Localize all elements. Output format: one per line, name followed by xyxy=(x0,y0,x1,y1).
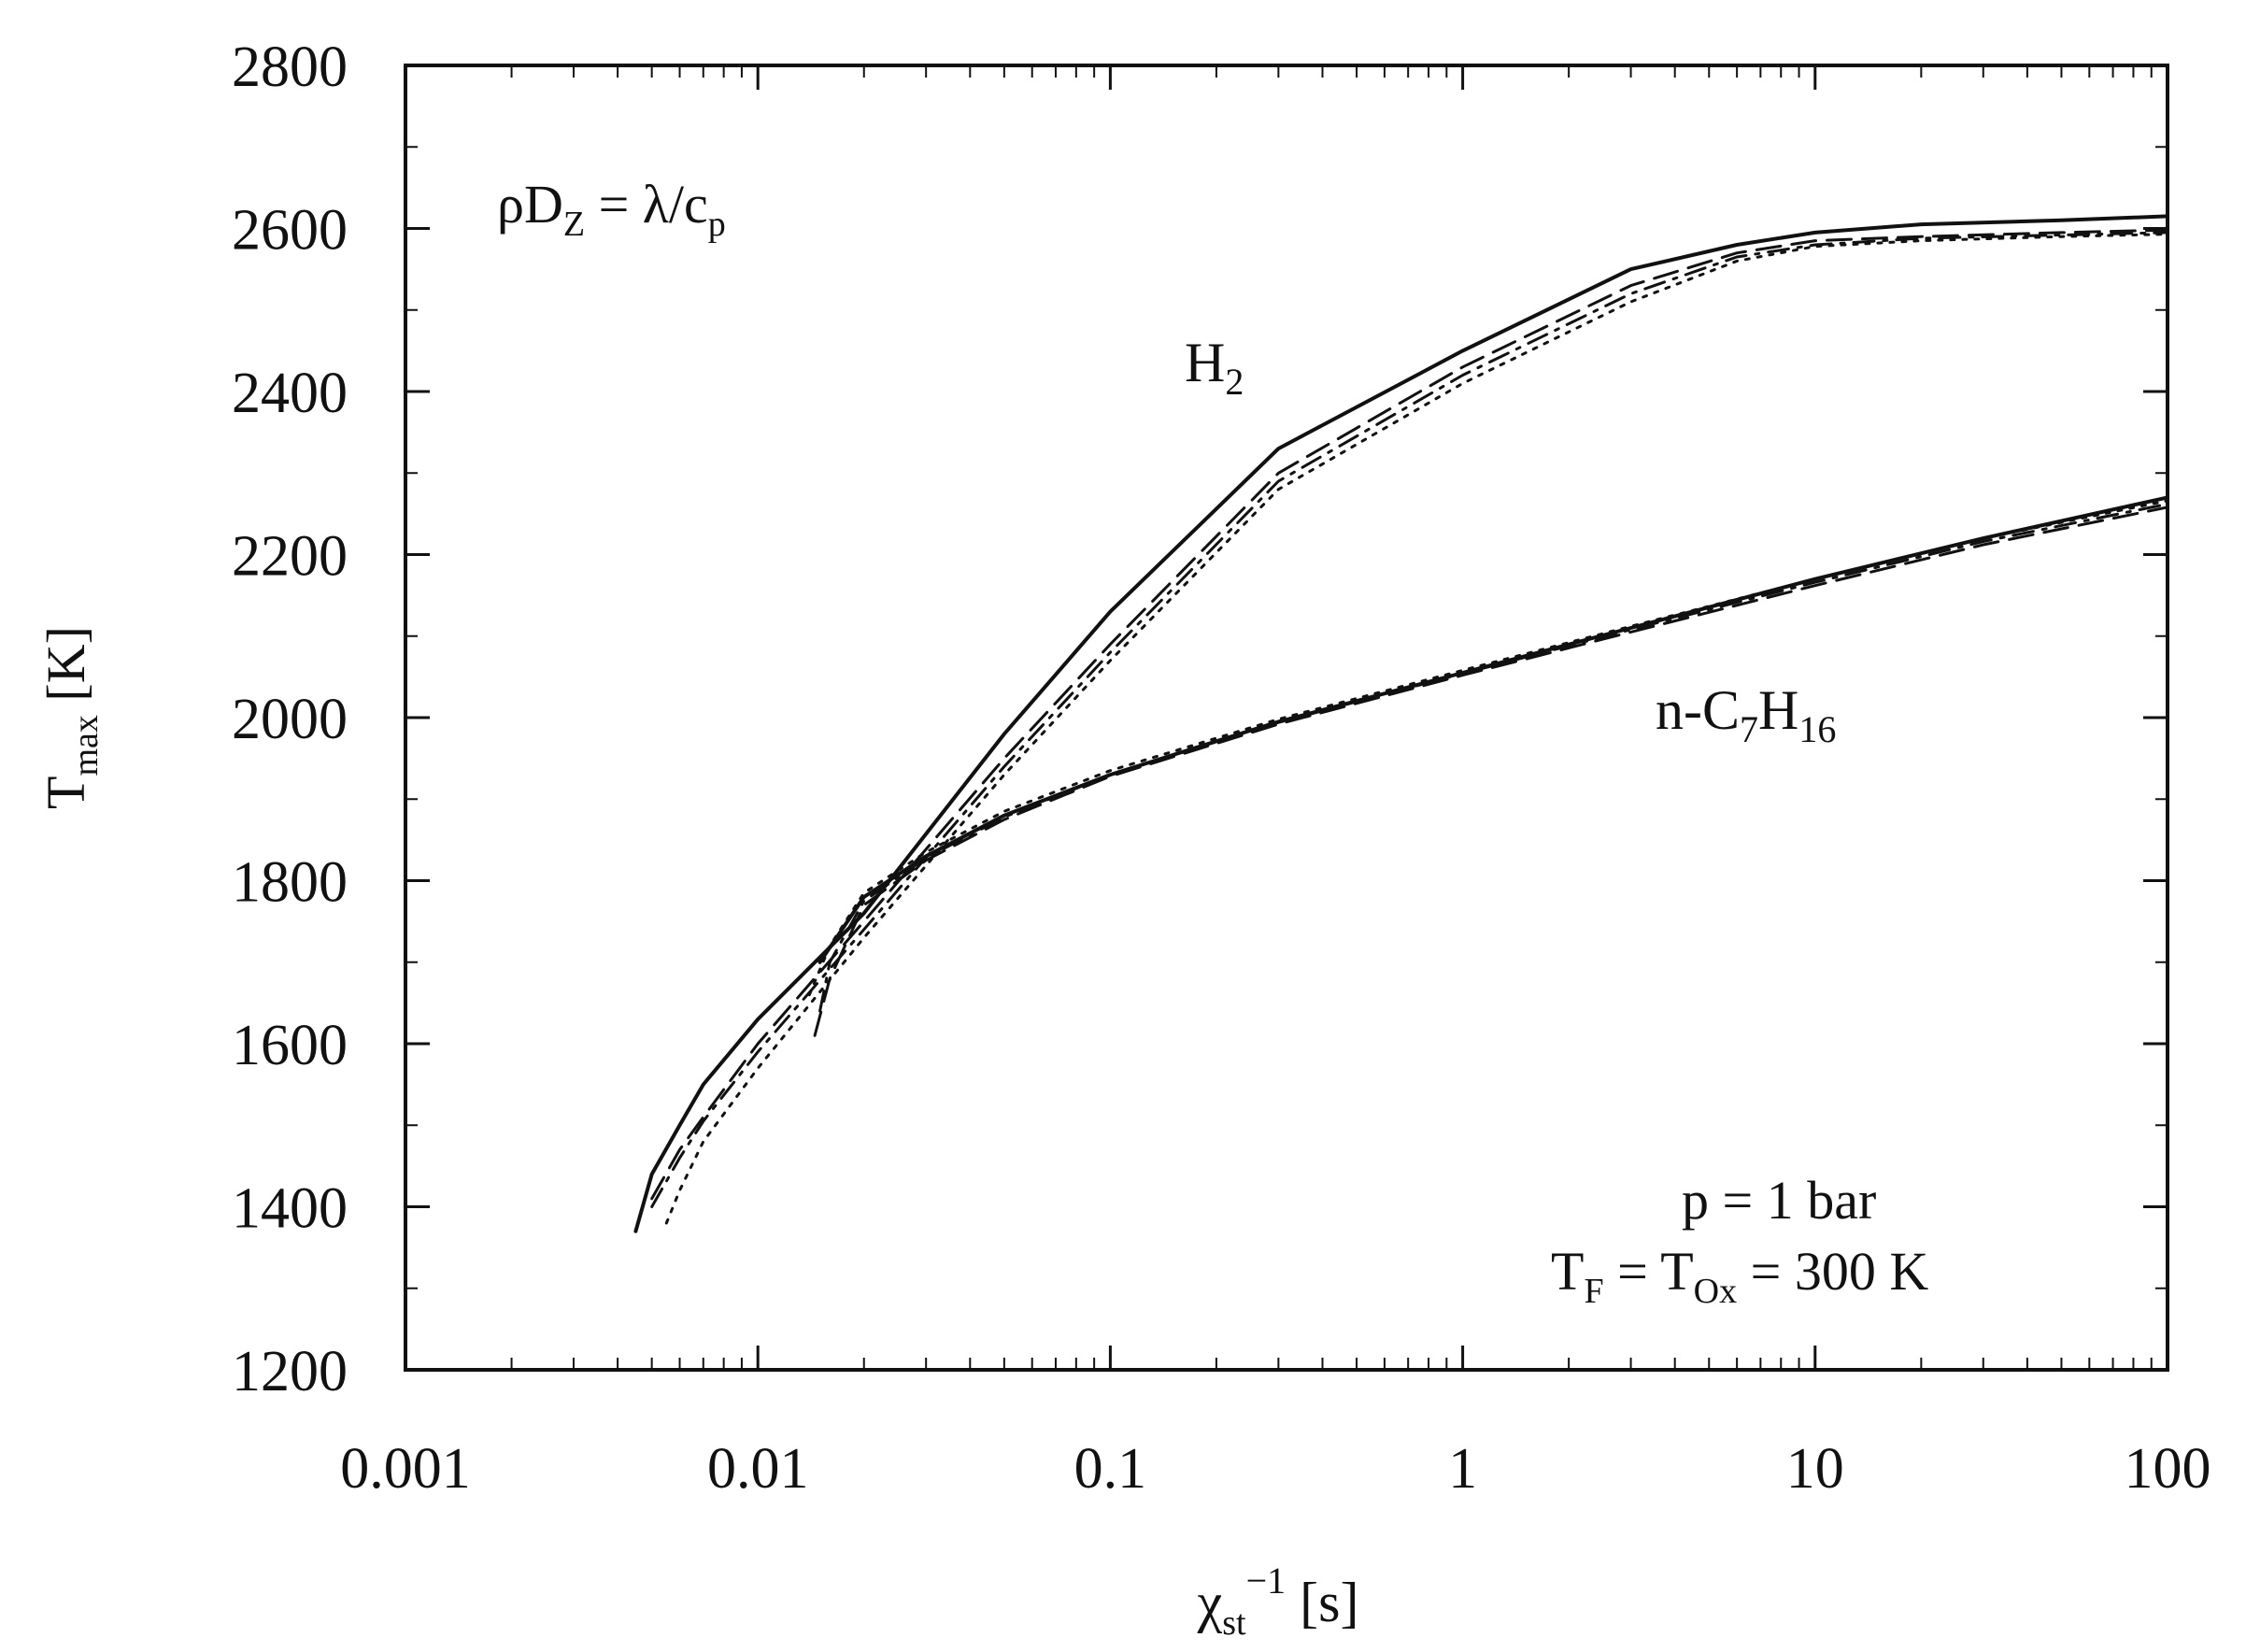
temperature-c: = 300 K xyxy=(1737,1241,1928,1302)
axis-ticks xyxy=(404,64,2169,1372)
tick-labels: 0.001 0.01 0.1 1 10 1001200140016001800200022… xyxy=(232,36,2211,1501)
series-line-heptane-dashed xyxy=(813,506,2169,1037)
x-tick-label: 100 xyxy=(2125,1437,2211,1501)
x-axis-label-sup: −1 xyxy=(1246,1559,1286,1602)
x-tick-label: 0.001 xyxy=(340,1437,471,1501)
y-axis-label-sub: max xyxy=(66,715,106,776)
y-tick-label: 1800 xyxy=(232,851,348,915)
heptane-a: n-C xyxy=(1656,679,1740,741)
temperature-a-sub: F xyxy=(1584,1272,1603,1311)
y-axis-label-base: T xyxy=(36,776,96,809)
h2-label-base: H xyxy=(1185,332,1225,393)
h2-label-sub: 2 xyxy=(1225,361,1244,403)
pressure-annotation: p = 1 bar xyxy=(1682,1170,1876,1231)
heptane-curve-label: n-C7H16 xyxy=(1656,679,1836,750)
heptane-b: H xyxy=(1758,679,1798,741)
series-line-heptane-dashdot xyxy=(818,502,2169,1013)
y-axis-label: Tmax [K] xyxy=(36,626,106,809)
relation-b-sub: p xyxy=(708,205,726,244)
heptane-a-sub: 7 xyxy=(1740,708,1758,750)
relation-annotation: ρDZ = λ/cp xyxy=(497,174,726,244)
x-tick-label: 10 xyxy=(1786,1437,1844,1501)
h2-curve-label: H2 xyxy=(1185,332,1244,403)
heptane-b-sub: 16 xyxy=(1798,708,1836,750)
temperature-annotation: TF = TOx = 300 K xyxy=(1551,1241,1928,1311)
series-line-h2-solid xyxy=(633,214,2169,1233)
series-line-h2-dashed xyxy=(650,228,2169,1201)
y-tick-label: 1200 xyxy=(232,1340,348,1403)
y-tick-label: 2200 xyxy=(232,525,348,589)
temperature-b-sub: Ox xyxy=(1694,1272,1737,1311)
y-tick-label: 1600 xyxy=(232,1014,348,1077)
y-axis-label-unit: [K] xyxy=(36,626,96,715)
y-tick-label: 2600 xyxy=(232,199,348,263)
x-axis-label-sub: st xyxy=(1222,1603,1246,1643)
x-axis-label-base: χ xyxy=(1197,1572,1223,1633)
x-tick-label: 0.01 xyxy=(707,1437,809,1501)
temperature-b: = T xyxy=(1604,1241,1694,1302)
x-tick-label: 1 xyxy=(1448,1437,1477,1501)
series-layer xyxy=(633,214,2169,1233)
relation-a: ρD xyxy=(497,174,563,235)
temperature-a: T xyxy=(1551,1241,1584,1302)
x-tick-label: 0.1 xyxy=(1074,1437,1147,1501)
plot-area xyxy=(404,64,2169,1372)
y-tick-label: 2800 xyxy=(232,36,348,99)
relation-b: = λ/c xyxy=(585,174,708,235)
series-line-h2-dotted xyxy=(664,233,2169,1225)
x-axis-label: χst−1 [s] xyxy=(1197,1559,1359,1643)
y-tick-label: 1400 xyxy=(232,1177,348,1241)
series-line-heptane-solid xyxy=(817,495,2169,964)
y-tick-label: 2000 xyxy=(232,688,348,751)
relation-a-sub: Z xyxy=(563,205,585,244)
y-tick-label: 2400 xyxy=(232,362,348,425)
series-line-h2-dashdot xyxy=(650,231,2169,1208)
x-axis-label-unit: [s] xyxy=(1286,1572,1358,1633)
